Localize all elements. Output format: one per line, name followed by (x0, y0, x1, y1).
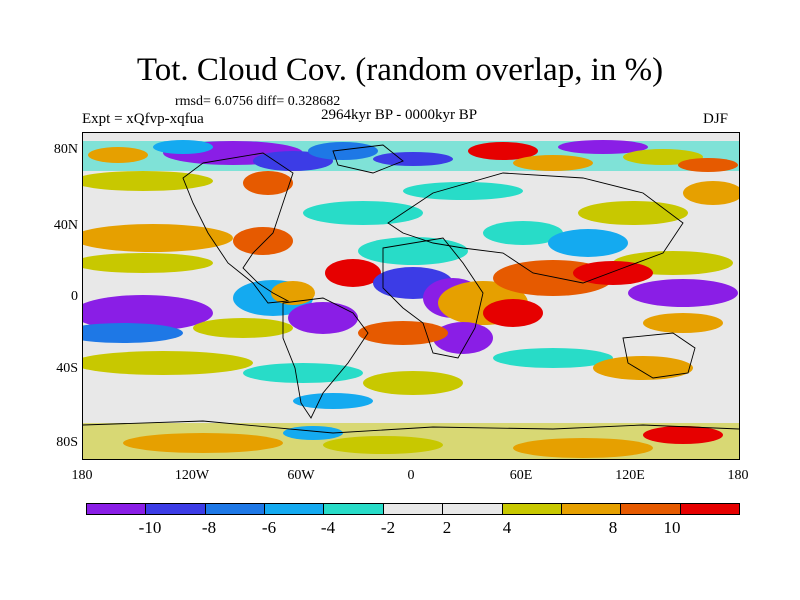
colorbar-label: -4 (320, 518, 336, 537)
lon-label-0: 0 (407, 468, 415, 483)
lat-label-40s: 40S (56, 361, 78, 376)
colorbar-label: 2 (442, 518, 452, 537)
map-title: Tot. Cloud Cov. (random overlap, in %) (136, 52, 664, 88)
colorbar-cell-2 (205, 504, 266, 514)
south-america-coast (282, 297, 369, 419)
colorbar-cell-0 (87, 504, 147, 514)
greenland-coast (332, 144, 404, 174)
period-label: 2964kyr BP - 0000kyr BP (321, 107, 478, 123)
colorbar-label: 10 (663, 518, 681, 537)
south-midlatitudes (83, 348, 693, 409)
lon-label-180w: 180 (71, 468, 93, 483)
coastlines (83, 144, 739, 434)
lat-label-80n: 80N (53, 142, 78, 157)
lon-label-60w: 60W (287, 468, 315, 483)
colorbar-cell-1 (146, 504, 206, 514)
lon-label-120w: 120W (174, 468, 210, 483)
arctic-band (83, 140, 739, 195)
colorbar-cell-7 (502, 504, 562, 514)
colorbar-cell-8 (561, 504, 622, 514)
north-midlatitudes (83, 171, 739, 275)
colorbar-label: -8 (201, 518, 217, 537)
lon-label-120e: 120E (615, 468, 645, 483)
season-label: DJF (702, 111, 728, 127)
map-panel (82, 132, 740, 460)
lat-label-40n: 40N (53, 218, 78, 233)
lat-label-0: 0 (71, 289, 78, 304)
australia-coast (622, 332, 696, 379)
colorbar (86, 503, 740, 515)
colorbar-cell-3 (265, 504, 325, 514)
lon-label-180e: 180 (727, 468, 749, 483)
colorbar-label: -10 (138, 518, 162, 537)
antarctic-band (83, 423, 739, 459)
colorbar-label: 4 (502, 518, 512, 537)
colorbar-cell-6 (443, 504, 503, 514)
colorbar-cell-9 (621, 504, 681, 514)
anomaly-field (83, 133, 739, 459)
stats-text: rmsd= 6.0756 diff= 0.328682 (175, 94, 341, 109)
north-america-coast (182, 152, 294, 304)
lon-label-60e: 60E (509, 468, 533, 483)
colorbar-label: 8 (608, 518, 618, 537)
colorbar-cell-10 (680, 504, 739, 514)
eurasia-coast (387, 172, 684, 284)
colorbar-cell-4 (324, 504, 384, 514)
tropics (83, 259, 738, 354)
colorbar-label: -6 (261, 518, 277, 537)
experiment-label: Expt = xQfvp-xqfua (82, 111, 204, 127)
lat-label-80s: 80S (56, 435, 78, 450)
antarctica-coast (83, 420, 739, 434)
africa-coast (382, 237, 484, 359)
colorbar-label: -2 (380, 518, 396, 537)
colorbar-cell-5 (383, 504, 444, 514)
